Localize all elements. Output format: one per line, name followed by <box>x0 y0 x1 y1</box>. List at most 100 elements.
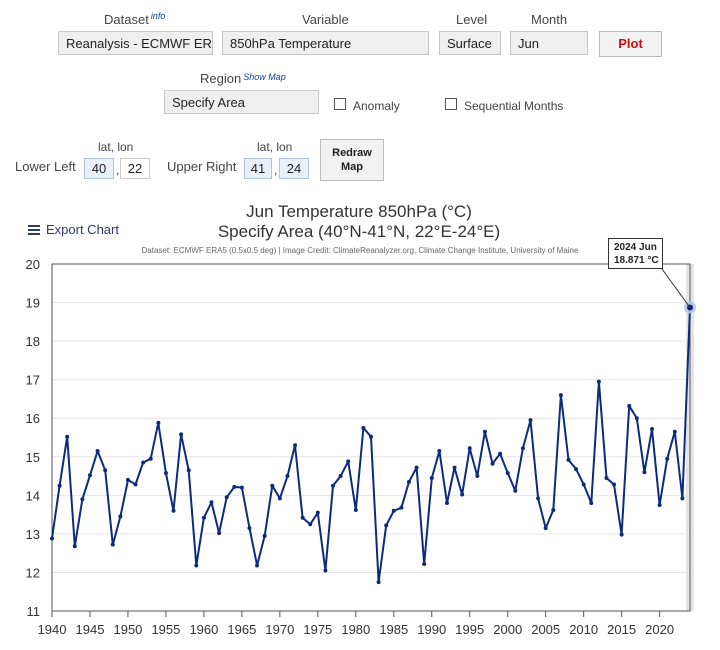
data-point <box>110 542 115 547</box>
data-point <box>346 459 351 464</box>
data-point <box>672 429 677 434</box>
data-point <box>406 479 411 484</box>
data-point <box>125 477 130 482</box>
data-point <box>452 465 457 470</box>
x-tick-label: 2010 <box>569 622 598 637</box>
data-point <box>422 561 427 566</box>
anomaly-checkbox[interactable] <box>334 98 346 110</box>
data-point <box>642 470 647 475</box>
data-point <box>255 563 260 568</box>
data-point <box>239 485 244 490</box>
upper-right-comma: , <box>274 163 278 177</box>
upper-right-lon-input[interactable]: 24 <box>279 158 309 179</box>
x-tick-label: 2000 <box>493 622 522 637</box>
region-select[interactable]: Specify Area <box>164 90 319 114</box>
x-tick-label: 2005 <box>531 622 560 637</box>
plot-border <box>51 263 691 612</box>
data-point <box>163 470 168 475</box>
export-chart-button[interactable]: Export Chart <box>46 222 119 237</box>
data-point <box>133 482 138 487</box>
data-point <box>627 403 632 408</box>
y-tick-label: 12 <box>26 565 40 580</box>
data-point <box>277 496 282 501</box>
plot-button[interactable]: Plot <box>599 31 662 57</box>
data-point <box>194 563 199 568</box>
x-tick-label: 1970 <box>265 622 294 637</box>
data-point <box>57 483 62 488</box>
data-point <box>589 501 594 506</box>
x-tick-label: 2015 <box>607 622 636 637</box>
x-tick-label: 1975 <box>303 622 332 637</box>
data-point <box>399 505 404 510</box>
data-point <box>513 488 518 493</box>
tooltip: 2024 Jun 18.871 °C <box>608 238 663 269</box>
temperature-chart: Jun Temperature 850hPa (°C) Specify Area… <box>26 202 696 637</box>
y-tick-label: 16 <box>26 411 40 426</box>
data-point <box>444 501 449 506</box>
upper-right-label: Upper Right <box>167 159 237 174</box>
data-point <box>217 531 222 536</box>
data-point <box>232 484 237 489</box>
data-point <box>353 507 358 512</box>
data-point <box>179 432 184 437</box>
data-point <box>308 522 313 527</box>
lower-left-label: Lower Left <box>15 159 76 174</box>
x-tick-label: 1985 <box>379 622 408 637</box>
x-tick-label: 1940 <box>38 622 67 637</box>
data-point <box>338 474 343 479</box>
data-point <box>536 496 541 501</box>
show-map-link[interactable]: Show Map <box>243 72 286 82</box>
y-tick-label: 11 <box>27 604 41 619</box>
level-select[interactable]: Surface <box>439 31 501 55</box>
y-tick-label: 17 <box>26 373 40 388</box>
menu-icon[interactable] <box>28 225 40 235</box>
data-point <box>148 456 153 461</box>
data-point <box>543 526 548 531</box>
redraw-map-button[interactable]: Redraw Map <box>320 139 384 181</box>
data-point <box>482 429 487 434</box>
data-point <box>270 483 275 488</box>
data-point <box>95 448 100 453</box>
data-point <box>391 508 396 513</box>
data-point <box>505 470 510 475</box>
data-point <box>156 420 161 425</box>
data-point <box>581 482 586 487</box>
x-tick-label: 1990 <box>417 622 446 637</box>
data-point <box>429 475 434 480</box>
data-point <box>551 507 556 512</box>
y-tick-label: 14 <box>26 488 40 503</box>
variable-select[interactable]: 850hPa Temperature <box>222 31 429 55</box>
data-point <box>247 526 252 531</box>
month-label: Month <box>531 12 568 27</box>
data-point <box>634 416 639 421</box>
data-point <box>574 467 579 472</box>
data-point <box>209 500 214 505</box>
data-point <box>475 474 480 479</box>
sequential-months-checkbox[interactable] <box>445 98 457 110</box>
data-point <box>604 475 609 480</box>
dataset-info-link[interactable]: info <box>150 11 166 21</box>
y-tick-label: 19 <box>26 296 40 311</box>
x-tick-label: 1965 <box>227 622 256 637</box>
lower-left-lat-input[interactable]: 40 <box>84 158 114 179</box>
data-point <box>80 497 85 502</box>
lower-left-lon-input[interactable]: 22 <box>120 158 150 179</box>
data-point <box>657 502 662 507</box>
dataset-select[interactable]: Reanalysis - ECMWF ER <box>58 31 213 55</box>
data-point <box>87 473 92 478</box>
data-point <box>186 468 191 473</box>
month-select[interactable]: Jun <box>510 31 588 55</box>
upper-right-lat-input[interactable]: 41 <box>244 158 272 179</box>
data-point <box>285 474 290 479</box>
lower-left-latlon-label: lat, lon <box>98 140 134 154</box>
series-line <box>51 307 691 584</box>
region-label: Region Show Map <box>200 71 286 86</box>
data-point <box>650 427 655 432</box>
data-point <box>50 536 54 541</box>
data-point <box>331 483 336 488</box>
lower-left-comma: , <box>116 163 120 177</box>
data-point <box>315 510 320 515</box>
data-point <box>498 451 503 456</box>
data-point <box>72 544 77 549</box>
y-tick-label: 15 <box>26 450 40 465</box>
